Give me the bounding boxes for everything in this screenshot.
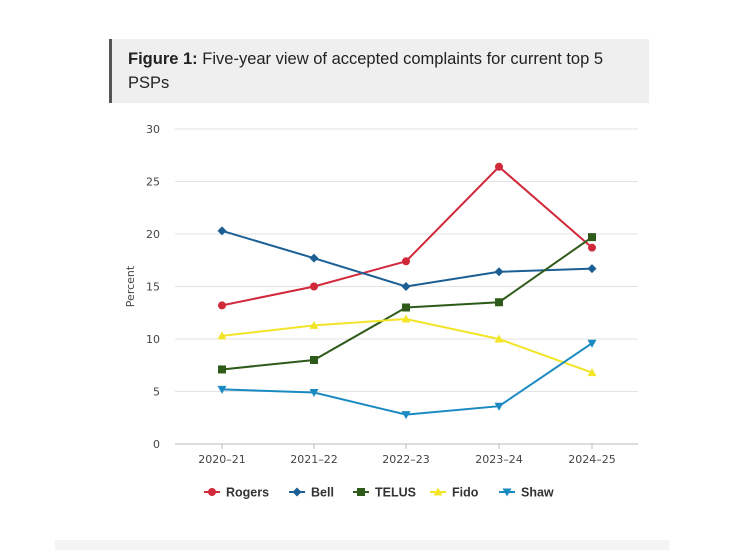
data-point-shaw — [587, 339, 597, 348]
y-tick-label: 30 — [146, 123, 160, 136]
legend-item-telus: TELUS — [353, 486, 416, 500]
gridlines: 0 5 10 15 20 25 30 — [146, 123, 638, 451]
x-tick-label: 2020–21 — [198, 453, 246, 466]
data-point-telus — [588, 233, 596, 242]
series-bell — [217, 226, 597, 291]
y-tick-label: 5 — [153, 386, 160, 399]
series-telus — [218, 233, 596, 374]
legend-swatch-marker — [292, 487, 302, 497]
legend-item-shaw: Shaw — [499, 486, 554, 500]
data-point-bell — [401, 282, 411, 291]
data-point-fido — [309, 320, 319, 329]
y-tick-label: 0 — [153, 438, 160, 451]
series-fido — [217, 314, 597, 377]
y-axis-title: Percent — [124, 265, 137, 307]
data-point-telus — [310, 356, 318, 364]
data-point-bell — [309, 253, 319, 263]
legend-item-rogers: Rogers — [204, 486, 269, 500]
data-point-fido — [217, 331, 227, 340]
data-point-rogers — [495, 162, 503, 171]
legend-label: Shaw — [521, 486, 554, 500]
legend-item-fido: Fido — [430, 486, 479, 500]
y-tick-label: 15 — [146, 281, 160, 294]
legend-item-bell: Bell — [289, 486, 334, 500]
legend: Rogers Bell TELUS Fido Shaw — [204, 486, 554, 500]
data-point-rogers — [588, 243, 596, 252]
legend-label: Fido — [452, 486, 479, 500]
y-tick-label: 20 — [146, 228, 160, 241]
legend-swatch-marker — [502, 488, 512, 497]
series-line-shaw — [221, 342, 593, 416]
x-tick-label: 2021–22 — [290, 453, 338, 466]
data-point-rogers — [218, 301, 226, 310]
x-tick-label: 2022–23 — [382, 453, 430, 466]
data-point-telus — [218, 365, 226, 374]
data-point-telus — [495, 298, 503, 307]
x-axis: 2020–21 2021–22 2022–23 2023–24 2024–25 — [198, 444, 616, 466]
legend-label: Rogers — [226, 486, 269, 500]
legend-swatch-marker — [433, 487, 443, 496]
series-line-telus — [221, 236, 593, 371]
data-point-bell — [494, 267, 504, 277]
data-point-telus — [402, 303, 410, 312]
legend-label: TELUS — [375, 486, 416, 500]
data-point-shaw — [217, 385, 227, 394]
legend-swatch-marker — [208, 488, 216, 496]
figure-caption-text: Five-year view of accepted complaints fo… — [128, 50, 604, 92]
data-point-fido — [587, 368, 597, 377]
data-point-fido — [494, 334, 504, 343]
data-point-fido — [401, 314, 411, 323]
x-tick-label: 2024–25 — [568, 453, 616, 466]
data-point-bell — [217, 226, 227, 236]
data-point-shaw — [494, 402, 504, 411]
x-tick-label: 2023–24 — [475, 453, 523, 466]
series-rogers — [218, 162, 596, 310]
legend-label: Bell — [311, 486, 334, 500]
data-point-bell — [587, 264, 597, 274]
data-point-rogers — [402, 257, 410, 266]
data-point-shaw — [309, 389, 319, 398]
y-tick-label: 25 — [146, 176, 160, 189]
figure-label: Figure 1: — [128, 50, 198, 68]
series-shaw — [217, 339, 597, 420]
figure-caption: Figure 1: Five-year view of accepted com… — [109, 39, 649, 103]
data-point-shaw — [401, 411, 411, 420]
data-point-rogers — [310, 282, 318, 291]
y-tick-label: 10 — [146, 333, 160, 346]
legend-swatch-marker — [357, 488, 365, 496]
bottom-divider — [55, 540, 669, 550]
